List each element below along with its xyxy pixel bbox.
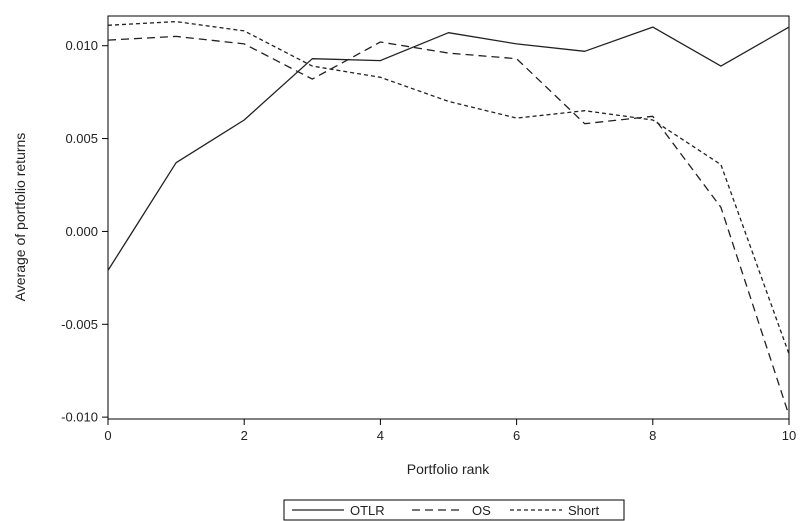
y-tick-label: 0.005	[65, 131, 98, 146]
y-tick-label: -0.005	[61, 317, 98, 332]
series-line-otlr	[107, 26, 790, 271]
x-tick-label: 6	[513, 428, 520, 443]
x-axis: 0 2 4 6 8 10	[104, 419, 796, 443]
legend: OTLR OS Short	[283, 499, 625, 521]
series-line-short	[107, 20, 790, 355]
legend-label-os: OS	[472, 503, 491, 518]
x-tick-label: 2	[241, 428, 248, 443]
x-tick-label: 10	[782, 428, 796, 443]
x-tick-label: 4	[377, 428, 384, 443]
legend-label-short: Short	[568, 503, 599, 518]
series-line-os	[107, 35, 790, 416]
y-tick-label: 0.000	[65, 224, 98, 239]
legend-label-otlr: OTLR	[350, 503, 385, 518]
plot-area	[107, 15, 790, 420]
y-tick-label: 0.010	[65, 38, 98, 53]
x-axis-label: Portfolio rank	[407, 461, 490, 477]
x-tick-label: 8	[649, 428, 656, 443]
series-lines	[107, 20, 790, 416]
y-axis: -0.010 -0.005 0.000 0.005 0.010	[61, 38, 108, 425]
y-axis-label: Average of portfolio returns	[12, 133, 28, 302]
x-tick-label: 0	[104, 428, 111, 443]
y-tick-label: -0.010	[61, 410, 98, 425]
